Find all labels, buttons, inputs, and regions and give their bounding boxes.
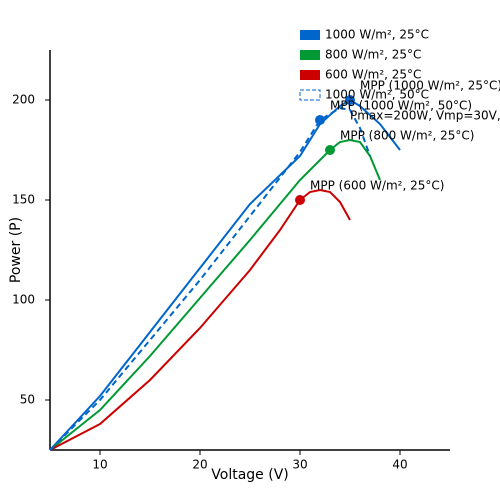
mpp-label: MPP (1000 W/m², 50°C) <box>330 99 472 113</box>
x-tick-label: 30 <box>292 458 307 472</box>
annotation: Pmax=200W, Vmp=30V, Imp <box>350 109 500 123</box>
series-line <box>49 106 371 451</box>
y-tick-label: 200 <box>12 93 35 107</box>
legend-label: 600 W/m², 25°C <box>325 68 421 82</box>
legend-swatch <box>300 70 320 80</box>
legend-swatch <box>300 30 320 40</box>
y-tick-label: 100 <box>12 293 35 307</box>
y-tick-label: 50 <box>20 393 35 407</box>
mpp-marker <box>325 145 335 155</box>
legend-label: 1000 W/m², 50°C <box>325 88 429 102</box>
x-tick-label: 20 <box>192 458 207 472</box>
mpp-marker <box>295 195 305 205</box>
legend-swatch <box>300 50 320 60</box>
mpp-label: MPP (600 W/m², 25°C) <box>310 179 444 193</box>
y-tick-label: 150 <box>12 193 35 207</box>
mpp-label: MPP (1000 W/m², 25°C) <box>360 79 500 93</box>
mpp-label: MPP (800 W/m², 25°C) <box>340 129 474 143</box>
series-line <box>49 138 381 451</box>
legend-label: 1000 W/m², 25°C <box>325 28 429 42</box>
legend-label: 800 W/m², 25°C <box>325 48 421 62</box>
y-axis-label: Power (P) <box>8 217 24 283</box>
x-axis-label: Voltage (V) <box>211 467 288 483</box>
series-line <box>49 98 401 451</box>
mpp-marker <box>315 115 325 125</box>
series-line <box>49 188 351 451</box>
mpp-marker <box>345 95 355 105</box>
legend-swatch <box>299 89 321 101</box>
x-tick-label: 40 <box>392 458 407 472</box>
x-tick-label: 10 <box>92 458 107 472</box>
